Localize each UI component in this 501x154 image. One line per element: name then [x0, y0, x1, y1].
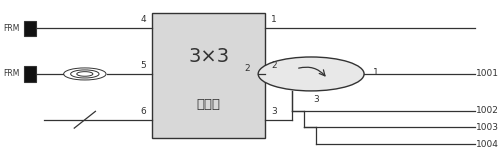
FancyBboxPatch shape [24, 66, 36, 82]
Text: 3: 3 [271, 107, 277, 116]
FancyBboxPatch shape [152, 13, 265, 138]
Text: 1004: 1004 [475, 140, 498, 149]
Text: FRM: FRM [4, 24, 20, 33]
Text: 4: 4 [141, 15, 146, 24]
Text: 6: 6 [140, 107, 146, 116]
Text: 2: 2 [271, 61, 276, 70]
Text: 3: 3 [313, 95, 318, 105]
Text: 耦合器: 耦合器 [196, 98, 220, 111]
Ellipse shape [258, 57, 363, 91]
Text: 2: 2 [243, 64, 249, 73]
Text: 1001: 1001 [475, 69, 498, 78]
Text: 1002: 1002 [475, 106, 498, 115]
FancyBboxPatch shape [24, 20, 36, 36]
Text: 3×3: 3×3 [188, 47, 229, 66]
Text: 1003: 1003 [475, 123, 498, 132]
Text: 5: 5 [140, 61, 146, 70]
Text: 1: 1 [271, 15, 277, 24]
Text: 1: 1 [372, 68, 378, 77]
Text: FRM: FRM [4, 69, 20, 78]
